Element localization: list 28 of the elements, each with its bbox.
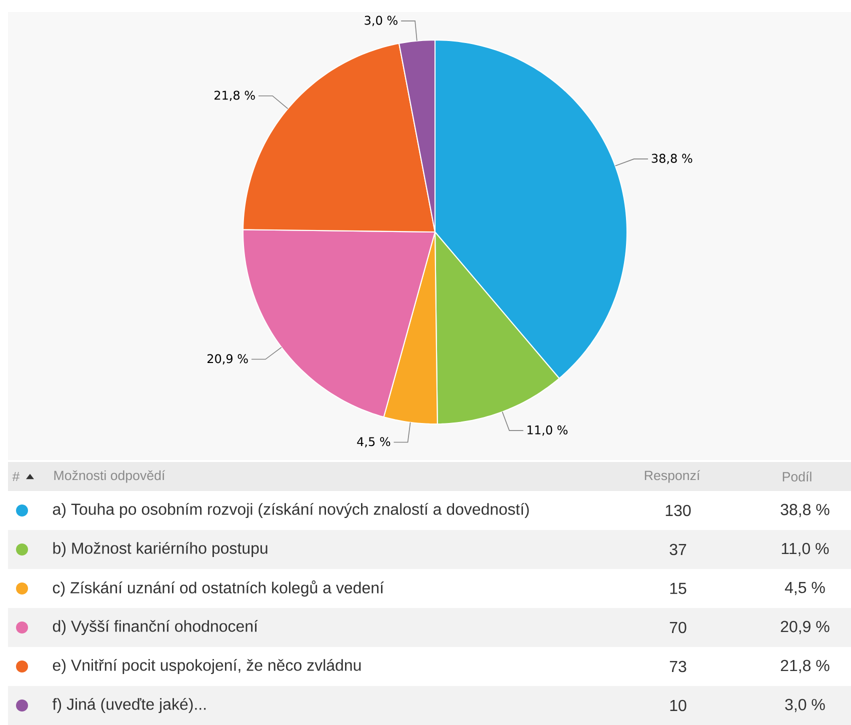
text: 130 — [666, 504, 691, 516]
text: 4,5 % — [784, 582, 825, 596]
data-label: 38,8 % — [652, 154, 692, 164]
text: Podíl — [782, 472, 812, 482]
data-label: 4,5 % — [357, 437, 390, 448]
text: 20,9 % — [780, 620, 830, 634]
text: 70 — [670, 622, 686, 634]
legend-label: c) Získání uznání od ostatních kolegů a vedení — [52, 580, 384, 597]
legend-label: e) Vnitřní pocit uspokojení, že něco zvládnu — [52, 658, 361, 674]
legend-label: b) Možnost kariérního postupu — [53, 542, 268, 558]
text: 15 — [670, 582, 686, 594]
text: 37 — [670, 544, 686, 556]
text: 21,8 % — [780, 660, 830, 674]
data-label: 3,0 % — [364, 16, 398, 26]
legend-label: f) Jiná (uveďte jaké)... — [52, 698, 206, 714]
text: 38,8 % — [780, 504, 830, 518]
data-label: 20,9 % — [207, 354, 248, 364]
text: # — [12, 472, 20, 482]
data-label: 11,0 % — [528, 425, 568, 436]
text: 3,0 % — [785, 698, 825, 712]
text: 10 — [670, 700, 686, 712]
text: 73 — [670, 660, 686, 672]
legend-title: Možnosti odpovědí — [54, 470, 166, 483]
legend-label: a) Touha po osobním rozvoji (získání nových znalostí a dovedností) — [52, 502, 529, 518]
legend-label: d) Vyšší finanční ohodnocení — [52, 620, 258, 636]
text: Responzí — [644, 470, 700, 483]
data-label: 21,8 % — [214, 90, 255, 101]
text: 11,0 % — [782, 542, 829, 556]
